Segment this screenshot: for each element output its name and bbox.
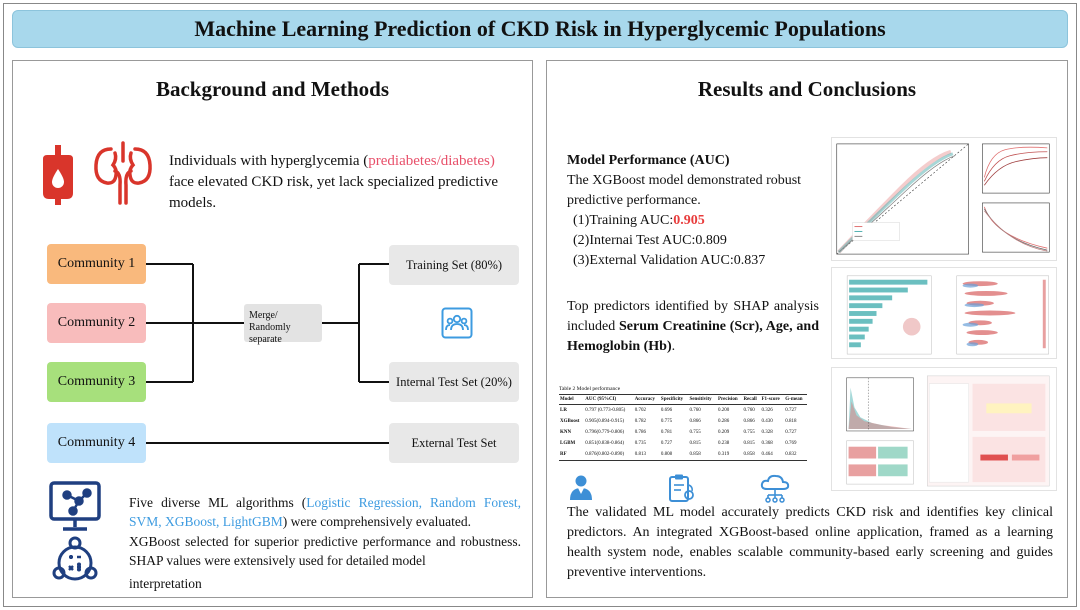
community-4-box: Community 4 bbox=[47, 423, 146, 463]
table-header: Sensitivity bbox=[688, 394, 717, 405]
table-header: Specificity bbox=[659, 394, 689, 405]
left-heading: Background and Methods bbox=[155, 77, 389, 101]
model-performance-block: Model Performance (AUC) The XGBoost mode… bbox=[567, 151, 817, 271]
table-row: LR 0.797 (0.773-0.805) 0.702 0.696 0.760 0.20… bbox=[560, 408, 797, 413]
poster-frame bbox=[3, 3, 1077, 607]
model-performance-table: Table 2 Model performance Model AUC (95%… bbox=[559, 386, 807, 461]
training-auc: (1)Training AUC:0.905 bbox=[573, 213, 705, 228]
group-icon bbox=[441, 307, 473, 339]
methods-line2: XGBoost selected for superior predictive… bbox=[129, 534, 521, 568]
table-header: AUC (95%CI) bbox=[584, 394, 634, 405]
table-row: KNN 0.796(0.779-0.806) 0.786 0.781 0.755 0.20… bbox=[560, 430, 797, 435]
clipboard-icon bbox=[669, 474, 694, 502]
conclusion-text: The validated ML model accurately predic… bbox=[567, 505, 1053, 580]
molecule-icon bbox=[52, 536, 98, 581]
blood-bag-icon bbox=[43, 145, 73, 205]
background-methods-panel: Background and Methods Individuals with … bbox=[12, 60, 533, 598]
predictors-text: Top predictors identified by SHAP analys… bbox=[567, 299, 819, 354]
internal-auc: (2)Internai Test AUC:0.809 bbox=[573, 233, 727, 248]
methods-text: Five diverse ML algorithms (Logistic Reg… bbox=[129, 495, 521, 591]
table-header: G-mean bbox=[784, 394, 807, 405]
community-1-box: Community 1 bbox=[47, 244, 146, 284]
training-set-box: Training Set (80%) bbox=[389, 245, 519, 285]
internal-test-set-box: Internal Test Set (20%) bbox=[389, 362, 519, 402]
table-header: Precision bbox=[716, 394, 743, 405]
external-test-set-box: External Test Set bbox=[389, 423, 519, 463]
methods-line3: interpretation bbox=[129, 576, 202, 591]
kidney-icon bbox=[94, 141, 152, 205]
table-header: Recall bbox=[742, 394, 761, 405]
flow-connectors bbox=[146, 263, 389, 444]
network-monitor-icon bbox=[49, 481, 101, 531]
algorithms-highlight: Logistic Regression, Random Forest, SVM,… bbox=[129, 495, 521, 529]
performance-title: Model Performance (AUC) bbox=[567, 153, 730, 168]
right-heading: Results and Conclusions bbox=[697, 77, 917, 101]
results-conclusions-panel: Results and Conclusions Model Performanc… bbox=[546, 60, 1068, 598]
distribution-app-figure bbox=[831, 367, 1057, 491]
roc-calibration-figure bbox=[831, 137, 1057, 261]
shap-importance-figure bbox=[831, 267, 1057, 359]
table-row: RF 0.876(0.802-0.890) 0.813 0.808 0.858 0.319… bbox=[559, 449, 807, 461]
training-auc-value: 0.905 bbox=[673, 213, 705, 228]
merge-separate-box: Merge/ Randomly separate bbox=[244, 304, 322, 345]
external-auc: (3)External Validation AUC:0.837 bbox=[573, 253, 766, 268]
intro-text: Individuals with hyperglycemia (prediabe… bbox=[169, 153, 499, 211]
predictors-bold: Serum Creatinine (Scr), Age, and Hemoglo… bbox=[567, 319, 819, 354]
table-header: Accuracy bbox=[633, 394, 660, 405]
doctor-icon bbox=[570, 475, 592, 500]
community-3-box: Community 3 bbox=[47, 362, 146, 402]
community-2-box: Community 2 bbox=[47, 303, 146, 343]
table-header: Model bbox=[559, 394, 585, 405]
table-header: F1-score bbox=[760, 394, 785, 405]
cloud-network-icon bbox=[760, 474, 790, 503]
performance-desc: The XGBoost model demonstrated robust pr… bbox=[567, 173, 802, 208]
table-row: XGBoost 0.905(0.894-0.915) 0.782 0.775 0.866… bbox=[560, 419, 797, 424]
table-header-row: Model AUC (95%CI) Accuracy Specificity S… bbox=[559, 394, 807, 405]
table-row: LGBM 0.851(0.838-0.864) 0.735 0.727 0.815 0.2… bbox=[560, 441, 797, 446]
poster-title: Machine Learning Prediction of CKD Risk … bbox=[12, 10, 1068, 48]
hyperglycemia-highlight: prediabetes/diabetes) bbox=[368, 153, 495, 169]
table-caption: Table 2 Model performance bbox=[559, 386, 621, 392]
